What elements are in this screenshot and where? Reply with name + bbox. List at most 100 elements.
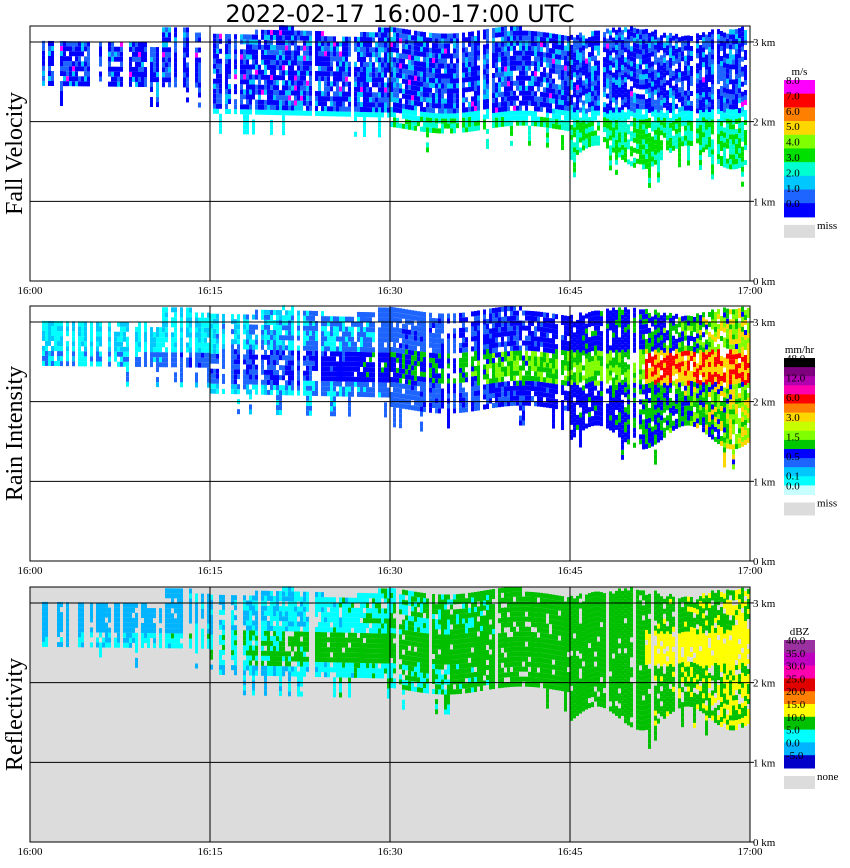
heatmap-cell [738,123,741,128]
heatmap-cell [648,93,651,98]
heatmap-cell [366,387,369,392]
heatmap-cell [423,37,426,42]
heatmap-cell [72,346,75,351]
heatmap-cell [153,52,156,57]
heatmap-cell [351,352,354,357]
heatmap-cell [417,51,420,56]
heatmap-cell [717,74,720,79]
heatmap-cell [414,101,417,106]
heatmap-cell [330,411,333,416]
heatmap-cell [216,34,219,39]
heatmap-cell [546,88,549,93]
heatmap-cell [180,327,183,332]
heatmap-cell [375,97,378,102]
heatmap-cell [678,77,681,82]
heatmap-cell [639,54,642,59]
heatmap-cell [408,405,411,410]
heatmap-cell [90,361,93,366]
heatmap-cell [366,342,369,347]
heatmap-cell [525,91,528,96]
heatmap-cell [357,82,360,87]
heatmap-cell [591,106,594,111]
heatmap-cell [573,52,576,57]
heatmap-cell [501,107,504,112]
heatmap-cell [228,74,231,79]
heatmap-cell [435,63,438,68]
heatmap-cell [558,55,561,60]
heatmap-cell [300,106,303,111]
heatmap-cell [249,75,252,80]
heatmap-cell [645,84,648,89]
heatmap-cell [297,351,300,356]
heatmap-cell [246,49,249,54]
heatmap-cell [627,44,630,49]
heatmap-cell [60,51,63,56]
heatmap-cell [369,387,372,392]
heatmap-cell [627,99,630,104]
heatmap-cell [216,359,219,364]
heatmap-cell [153,337,156,342]
heatmap-cell [723,58,726,63]
heatmap-cell [453,128,456,133]
heatmap-cell [495,88,498,93]
heatmap-cell [552,79,555,84]
heatmap-cell [609,130,612,135]
heatmap-cell [420,352,423,357]
heatmap-cell [399,33,402,38]
heatmap-cell [174,62,177,67]
heatmap-cell [447,49,450,54]
heatmap-cell [360,382,363,387]
heatmap-cell [450,73,453,78]
heatmap-cell [360,362,363,367]
heatmap-cell [576,45,579,50]
heatmap-cell [438,93,441,98]
heatmap-cell [711,64,714,69]
heatmap-cell [474,126,477,131]
heatmap-cell [609,60,612,65]
heatmap-cell [648,63,651,68]
heatmap-cell [468,57,471,62]
heatmap-cell [249,90,252,95]
heatmap-cell [48,61,51,66]
heatmap-cell [237,354,240,359]
heatmap-cell [186,82,189,87]
heatmap-cell [48,71,51,76]
heatmap-cell [444,99,447,104]
heatmap-cell [333,106,336,111]
heatmap-cell [477,75,480,80]
heatmap-cell [552,84,555,89]
heatmap-cell [213,94,216,99]
heatmap-cell [375,107,378,112]
heatmap-cell [297,346,300,351]
heatmap-cell [519,61,522,66]
heatmap-cell [507,86,510,91]
heatmap-cell [186,67,189,72]
heatmap-cell [195,343,198,348]
heatmap-cell [654,50,657,55]
heatmap-cell [378,132,381,137]
heatmap-cell [255,55,258,60]
heatmap-cell [561,120,564,125]
heatmap-cell [438,108,441,113]
heatmap-cell [726,59,729,64]
heatmap-cell [258,100,261,105]
heatmap-cell [198,58,201,63]
heatmap-cell [621,85,624,90]
heatmap-cell [384,33,387,38]
heatmap-cell [552,89,555,94]
heatmap-cell [354,342,357,347]
heatmap-cell [366,52,369,57]
heatmap-cell [129,67,132,72]
heatmap-cell [264,65,267,70]
heatmap-cell [669,33,672,38]
heatmap-cell [723,88,726,93]
heatmap-cell [417,116,420,121]
heatmap-cell [699,55,702,60]
heatmap-cell [558,50,561,55]
heatmap-cell [732,139,735,144]
heatmap-cell [333,101,336,106]
heatmap-cell [75,76,78,81]
heatmap-cell [483,64,486,69]
heatmap-cell [561,80,564,85]
heatmap-cell [339,317,342,322]
